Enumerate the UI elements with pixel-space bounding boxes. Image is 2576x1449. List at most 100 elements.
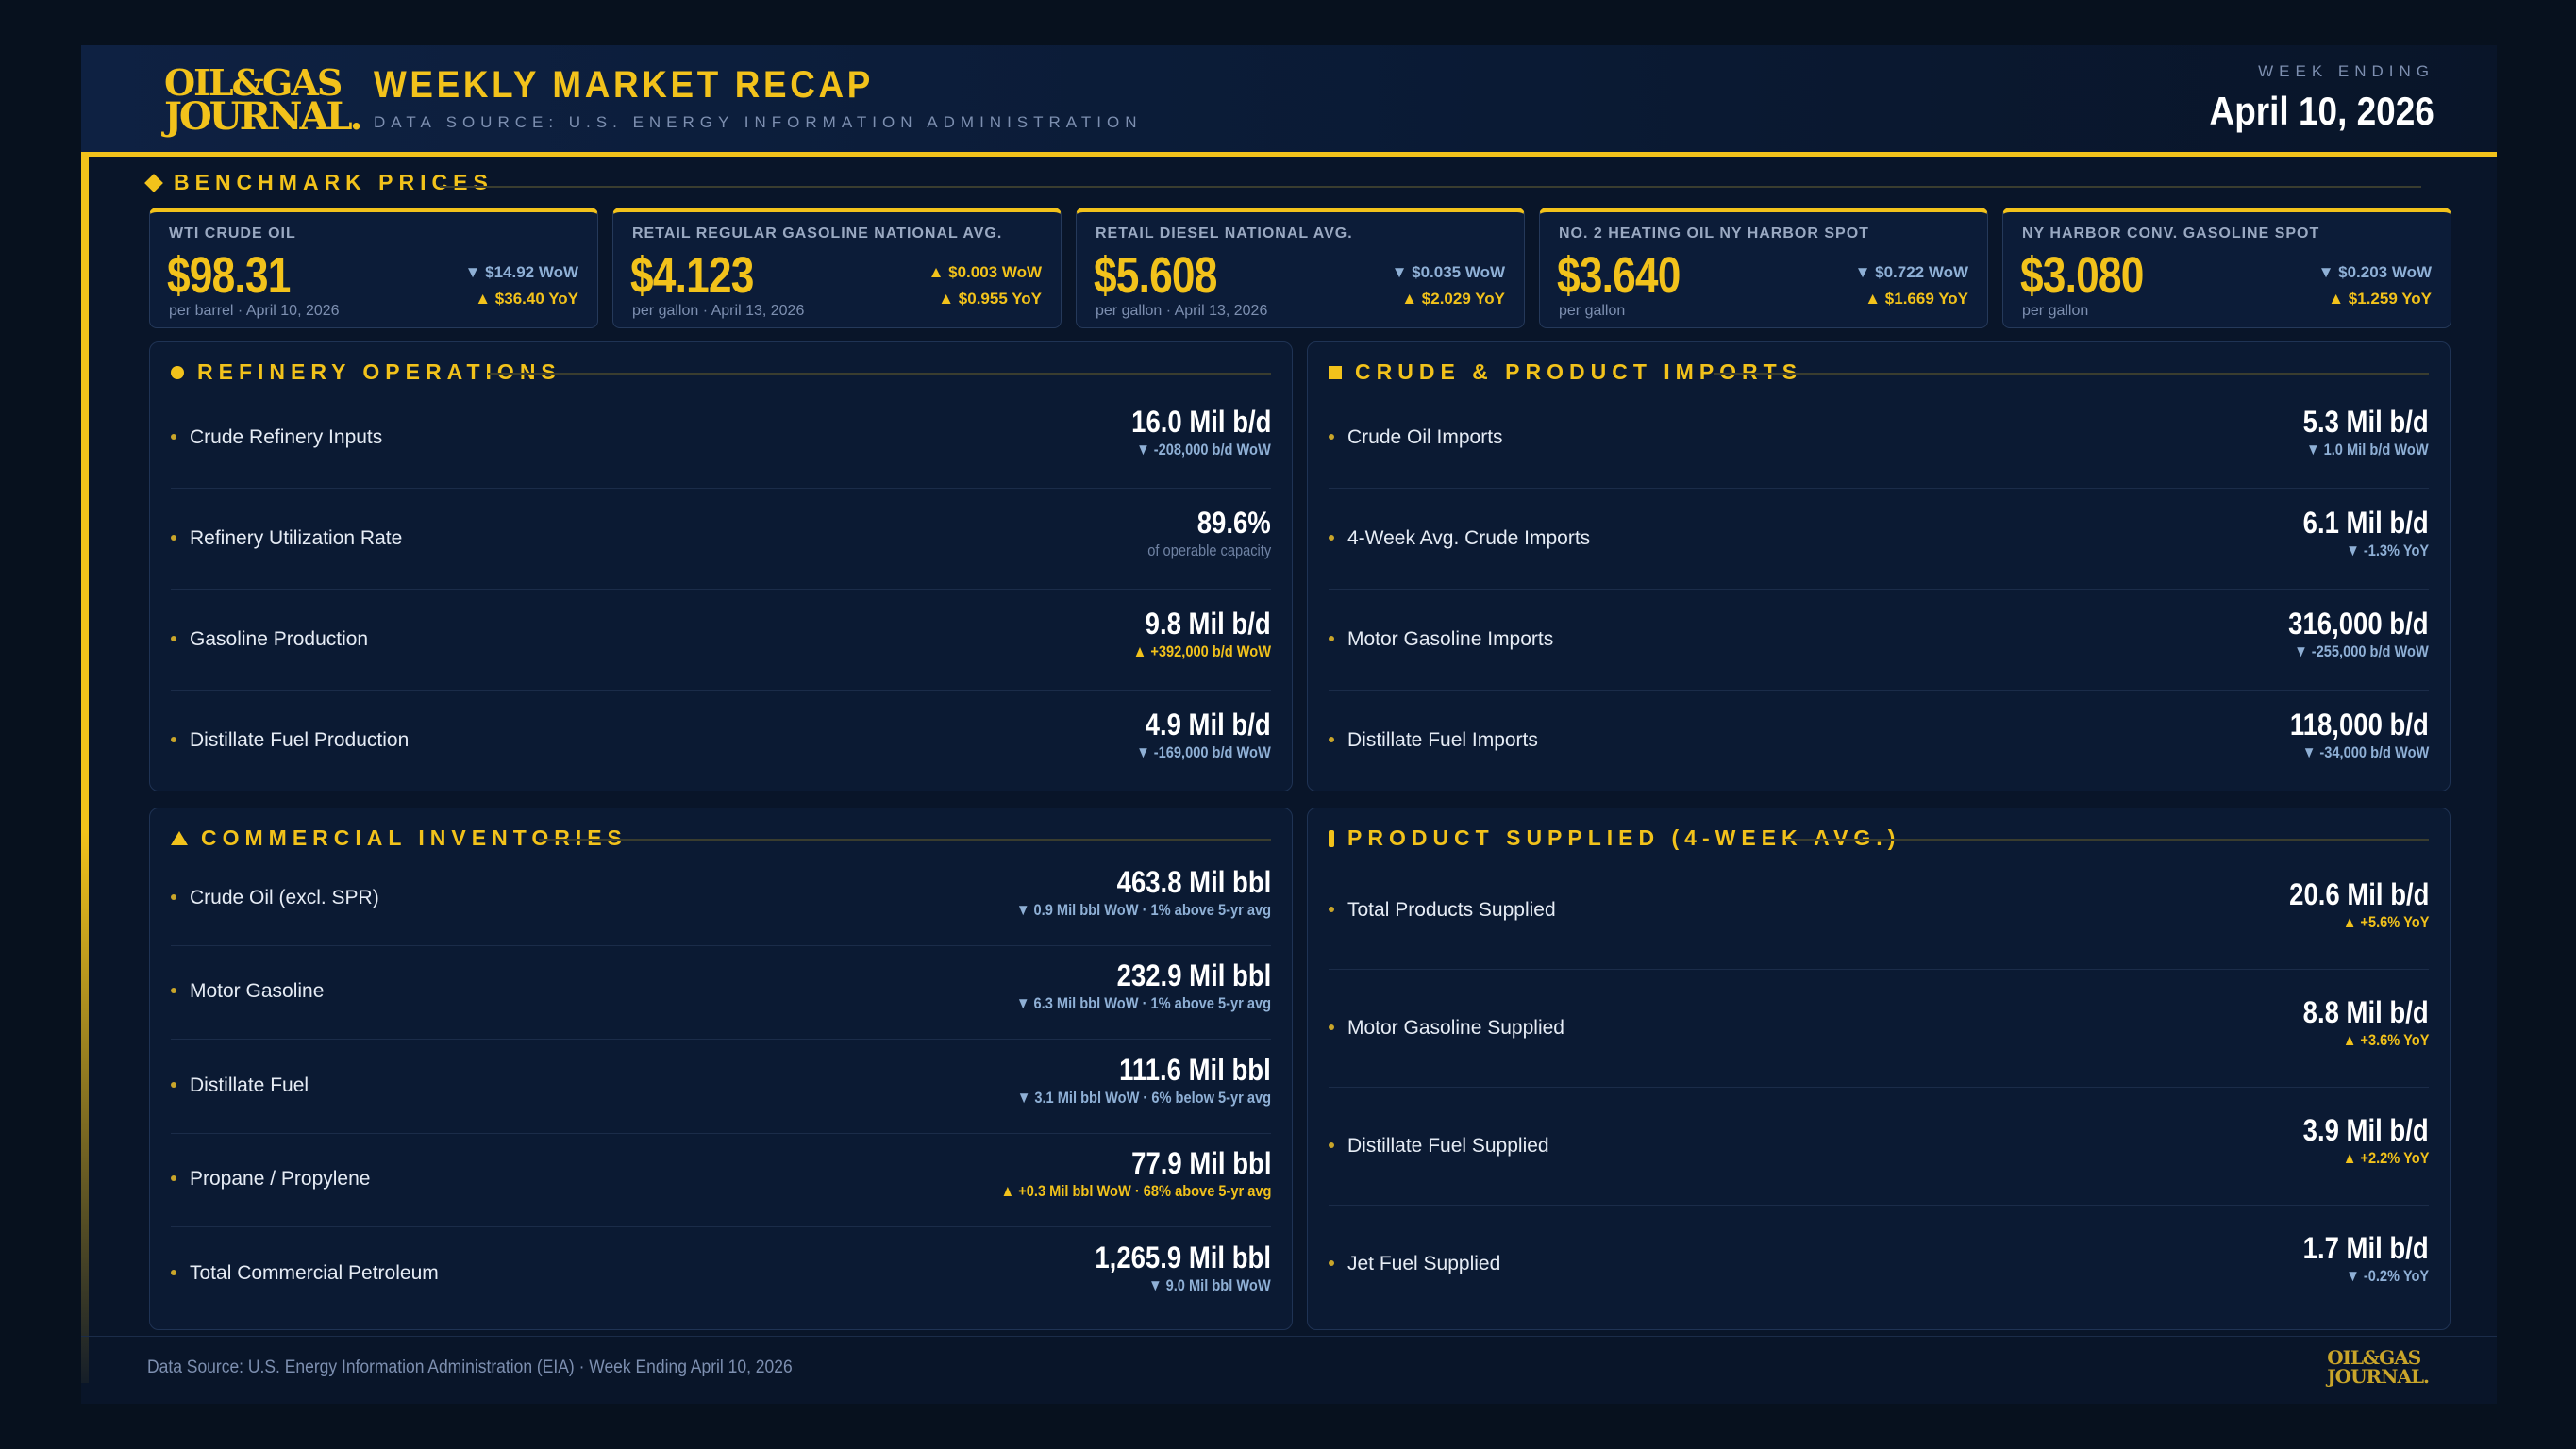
- logo-line-2: JOURNAL.: [164, 94, 363, 139]
- bullet-icon: [171, 1269, 176, 1275]
- metric-change: ▼ 9.0 Mil bbl WoW: [1148, 1275, 1271, 1294]
- bullet-icon: [171, 1175, 176, 1182]
- dashboard-frame: OIL&GAS JOURNAL. WEEKLY MARKET RECAP DAT…: [81, 45, 2497, 1404]
- supplied-panel: PRODUCT SUPPLIED (4-WEEK AVG.) Total Pro…: [1307, 808, 2451, 1330]
- diamond-icon: [144, 173, 163, 192]
- bullet-icon: [171, 534, 176, 541]
- bullet-icon: [171, 1081, 176, 1088]
- metric-change: ▲ +0.3 Mil bbl WoW · 68% above 5-yr avg: [1000, 1182, 1271, 1201]
- price-card-unit: per barrel · April 10, 2026: [169, 303, 340, 319]
- benchmark-title-text: BENCHMARK PRICES: [174, 170, 493, 194]
- metric-value: 9.8 Mil b/d: [1145, 606, 1271, 641]
- price-card-value: $4.123: [630, 247, 754, 304]
- refinery-panel: REFINERY OPERATIONS Crude Refinery Input…: [149, 341, 1293, 791]
- bullet-icon: [171, 635, 176, 641]
- metric-label: Total Products Supplied: [1347, 898, 1556, 921]
- section-divider: [1714, 373, 2429, 375]
- footer: Data Source: U.S. Energy Information Adm…: [81, 1336, 2497, 1404]
- metric-row: Distillate Fuel Imports 118,000 b/d ▼ -34,…: [1329, 691, 2429, 791]
- price-card: NO. 2 HEATING OIL NY HARBOR SPOT $3.640 pe…: [1539, 208, 1988, 328]
- metric-row: Motor Gasoline Imports 316,000 b/d ▼ -255,…: [1329, 590, 2429, 691]
- metric-label: 4-Week Avg. Crude Imports: [1347, 526, 1591, 549]
- metric-value: 118,000 b/d: [2290, 707, 2429, 741]
- metric-label: Distillate Fuel Imports: [1347, 728, 1538, 751]
- price-card-yoy: ▲ $36.40 YoY: [475, 290, 578, 308]
- price-card-label: WTI CRUDE OIL: [169, 225, 296, 242]
- benchmark-section-title: BENCHMARK PRICES: [144, 170, 493, 195]
- metric-value: 5.3 Mil b/d: [2302, 404, 2429, 439]
- price-card-yoy: ▲ $2.029 YoY: [1401, 290, 1505, 308]
- metric-row: Motor Gasoline Supplied 8.8 Mil b/d ▲ +3.6…: [1329, 970, 2429, 1088]
- metric-change: ▼ 0.9 Mil bbl WoW · 1% above 5-yr avg: [1015, 900, 1271, 919]
- metric-value: 1.7 Mil b/d: [2302, 1230, 2429, 1265]
- price-card: RETAIL DIESEL NATIONAL AVG. $5.608 per gal…: [1076, 208, 1525, 328]
- price-card-label: RETAIL DIESEL NATIONAL AVG.: [1096, 225, 1353, 242]
- inventories-panel: COMMERCIAL INVENTORIES Crude Oil (excl. …: [149, 808, 1293, 1330]
- section-divider: [539, 839, 1271, 841]
- footer-source-text: Data Source: U.S. Energy Information Adm…: [147, 1357, 793, 1377]
- circle-icon: [171, 365, 184, 379]
- week-ending-date: April 10, 2026: [2209, 89, 2434, 133]
- metric-label: Crude Oil (excl. SPR): [190, 886, 379, 908]
- page-subtitle: DATA SOURCE: U.S. ENERGY INFORMATION ADM…: [374, 113, 1143, 131]
- bullet-icon: [171, 893, 176, 900]
- price-card-unit: per gallon: [1559, 303, 1626, 319]
- price-card-yoy: ▲ $1.259 YoY: [2328, 290, 2432, 308]
- price-card-label: NO. 2 HEATING OIL NY HARBOR SPOT: [1559, 225, 1869, 242]
- metric-change: of operable capacity: [1147, 541, 1271, 559]
- refinery-title-text: REFINERY OPERATIONS: [197, 359, 561, 384]
- price-card-wow: ▼ $0.722 WoW: [1854, 263, 1968, 281]
- section-divider: [488, 373, 1271, 375]
- refinery-section-title: REFINERY OPERATIONS: [171, 359, 561, 385]
- price-card-unit: per gallon · April 13, 2026: [632, 303, 805, 319]
- metric-label: Motor Gasoline Supplied: [1347, 1016, 1564, 1039]
- inventories-section-title: COMMERCIAL INVENTORIES: [171, 825, 627, 851]
- price-card-yoy: ▲ $1.669 YoY: [1865, 290, 1968, 308]
- metric-label: Crude Oil Imports: [1347, 425, 1503, 448]
- footer-logo: OIL&GAS JOURNAL.: [2327, 1348, 2430, 1386]
- metric-change: ▼ -1.3% YoY: [2346, 541, 2429, 559]
- metric-label: Refinery Utilization Rate: [190, 526, 403, 549]
- metric-value: 3.9 Mil b/d: [2302, 1112, 2429, 1147]
- metric-label: Jet Fuel Supplied: [1347, 1252, 1501, 1274]
- metric-row: Refinery Utilization Rate 89.6% of operabl…: [171, 489, 1271, 590]
- header: OIL&GAS JOURNAL. WEEKLY MARKET RECAP DAT…: [81, 45, 2497, 157]
- bullet-icon: [171, 433, 176, 440]
- metric-label: Motor Gasoline Imports: [1347, 627, 1554, 650]
- metric-label: Distillate Fuel Supplied: [1347, 1134, 1549, 1157]
- bullet-icon: [1329, 635, 1334, 641]
- week-ending-label: WEEK ENDING: [2258, 62, 2434, 80]
- metric-row: Crude Oil Imports 5.3 Mil b/d ▼ 1.0 Mil b/…: [1329, 388, 2429, 489]
- supplied-section-title: PRODUCT SUPPLIED (4-WEEK AVG.): [1329, 825, 1900, 851]
- metric-value: 1,265.9 Mil bbl: [1095, 1240, 1271, 1274]
- metric-change: ▲ +3.6% YoY: [2342, 1030, 2429, 1049]
- imports-section-title: CRUDE & PRODUCT IMPORTS: [1329, 359, 1802, 385]
- metric-row: Total Commercial Petroleum 1,265.9 Mil bb…: [171, 1227, 1271, 1322]
- metric-row: Crude Refinery Inputs 16.0 Mil b/d ▼ -208,…: [171, 388, 1271, 489]
- price-card-value: $3.640: [1557, 247, 1681, 304]
- price-card-value: $3.080: [2020, 247, 2144, 304]
- metric-value: 463.8 Mil bbl: [1116, 864, 1271, 899]
- triangle-icon: [171, 831, 188, 845]
- metric-label: Total Commercial Petroleum: [190, 1261, 439, 1284]
- bullet-icon: [1329, 1259, 1334, 1266]
- metric-change: ▼ -169,000 b/d WoW: [1136, 742, 1271, 761]
- bullet-icon: [1329, 1141, 1334, 1148]
- metric-change: ▼ 6.3 Mil bbl WoW · 1% above 5-yr avg: [1015, 994, 1271, 1013]
- metric-value: 77.9 Mil bbl: [1130, 1146, 1271, 1181]
- page-title: WEEKLY MARKET RECAP: [374, 64, 874, 106]
- metric-change: ▼ 1.0 Mil b/d WoW: [2306, 440, 2429, 458]
- metric-value: 16.0 Mil b/d: [1130, 404, 1271, 439]
- accent-bar: [81, 157, 89, 1383]
- price-card: NY HARBOR CONV. GASOLINE SPOT $3.080 per g…: [2002, 208, 2451, 328]
- price-card: WTI CRUDE OIL $98.31 per barrel · April 10…: [149, 208, 598, 328]
- metric-row: 4-Week Avg. Crude Imports 6.1 Mil b/d ▼ -1…: [1329, 489, 2429, 590]
- metric-value: 316,000 b/d: [2288, 606, 2429, 641]
- metric-change: ▲ +392,000 b/d WoW: [1132, 641, 1271, 660]
- metric-change: ▼ -34,000 b/d WoW: [2301, 742, 2429, 761]
- price-card-label: RETAIL REGULAR GASOLINE NATIONAL AVG.: [632, 225, 1003, 242]
- price-card-wow: ▲ $0.003 WoW: [928, 263, 1042, 281]
- metric-row: Propane / Propylene 77.9 Mil bbl ▲ +0.3 Mi…: [171, 1134, 1271, 1227]
- metric-label: Crude Refinery Inputs: [190, 425, 383, 448]
- bullet-icon: [1329, 433, 1334, 440]
